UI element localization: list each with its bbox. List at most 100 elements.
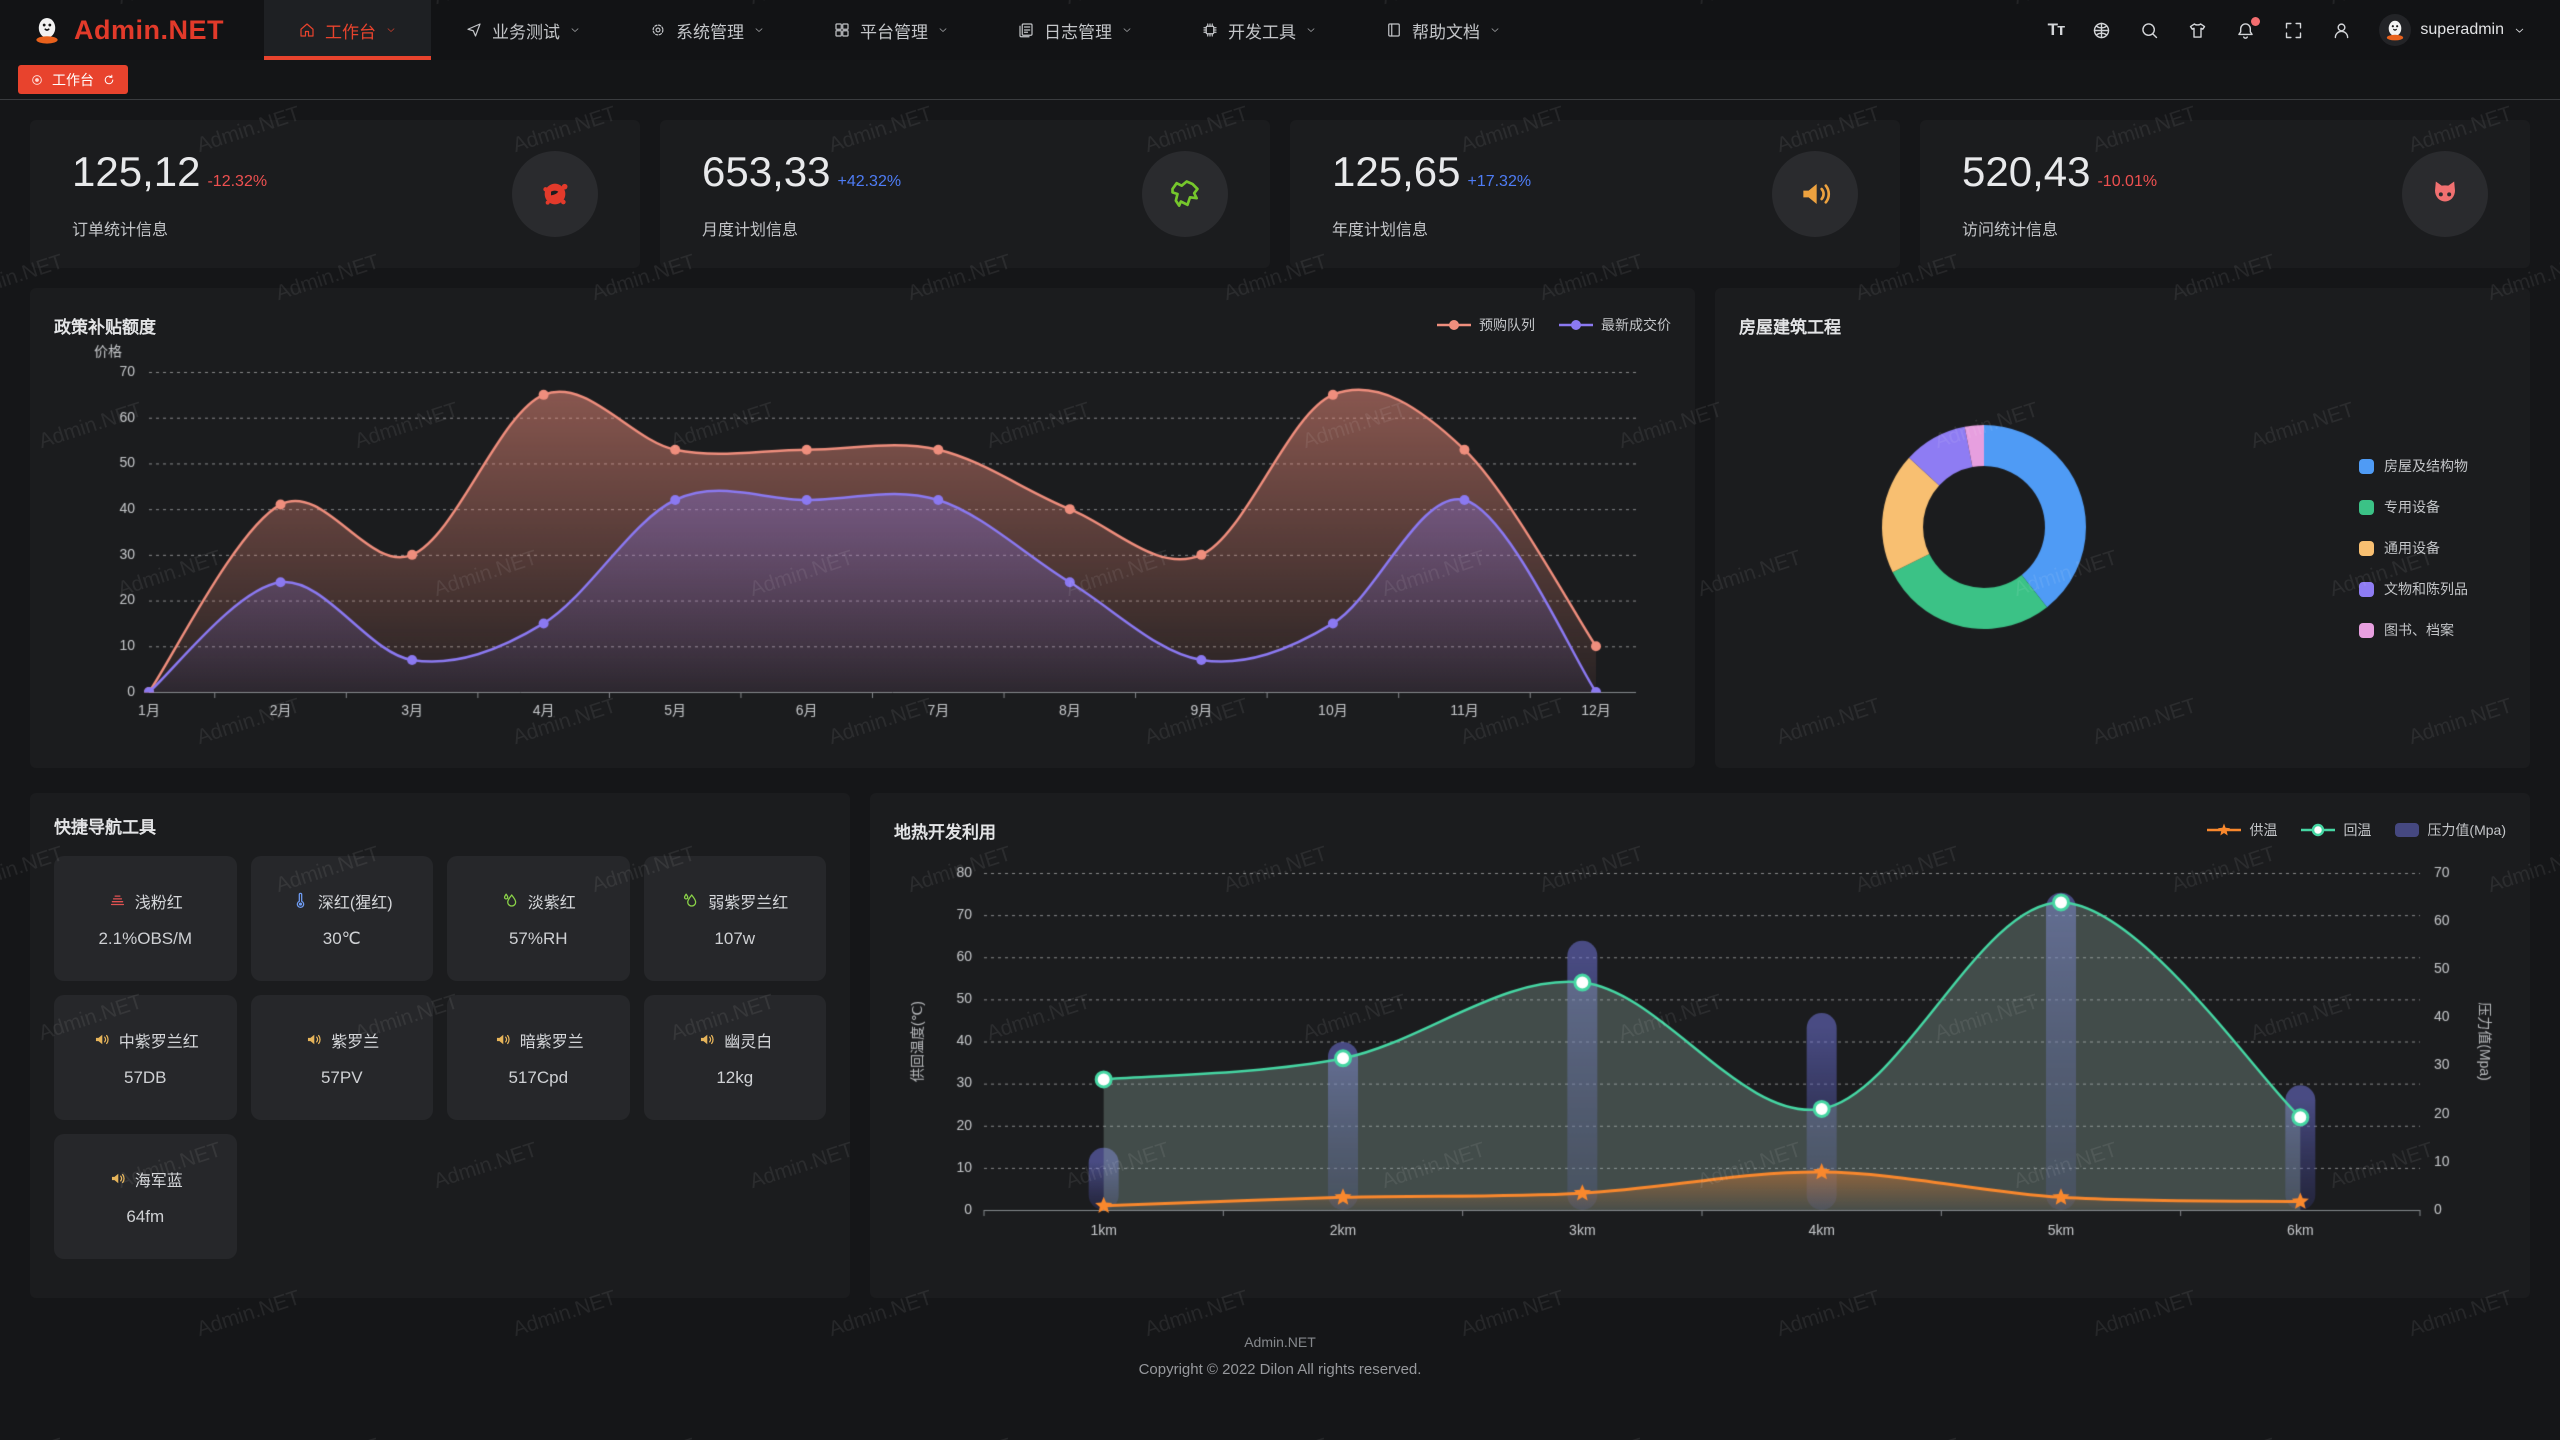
navbar: Admin.NET 工作台 业务测试 系统管理 平台管理 日志管理 开发工具 帮助文档 Tт… (0, 0, 2560, 60)
legend-item-0[interactable]: 供温 (2207, 820, 2277, 840)
logo-text: Admin.NET (74, 14, 224, 45)
theme-icon[interactable] (2187, 20, 2208, 41)
grid-icon (833, 21, 851, 39)
stat-label: 访问统计信息 (1962, 222, 2059, 239)
fullscreen-icon[interactable] (2283, 20, 2304, 41)
tab-label: 工作台 (52, 71, 94, 88)
person-icon[interactable] (2331, 20, 2352, 41)
stat-card-3: 520,43 -10.01% 访问统计信息 (1920, 120, 2530, 268)
geothermal-chart-legend: 供温 回温 压力值(Mpa) (2207, 820, 2506, 840)
gear-icon (649, 21, 667, 39)
nav-item-label: 帮助文档 (1412, 22, 1480, 42)
policy-subsidy-area-chart[interactable] (54, 342, 1671, 742)
dot-circle-icon (30, 73, 44, 87)
tab-bar: 工作台 (0, 60, 2560, 100)
quick-nav-card-7[interactable]: 幽灵白 12kg (643, 995, 826, 1120)
legend-item-0[interactable]: 预购队列 (1437, 315, 1535, 335)
pie-legend-item-0[interactable]: 房屋及结构物 (2359, 456, 2468, 476)
legend-item-2[interactable]: 压力值(Mpa) (2395, 820, 2506, 840)
legend-item-1[interactable]: 最新成交价 (1559, 315, 1671, 335)
panel-title: 快捷导航工具 (54, 818, 156, 837)
chevron-down-icon (937, 24, 949, 36)
stat-delta: -12.32% (207, 173, 268, 190)
quick-nav-card-5[interactable]: 紫罗兰 57PV (250, 995, 433, 1120)
quick-card-value: 107w (714, 928, 756, 948)
main-menu: 工作台 业务测试 系统管理 平台管理 日志管理 开发工具 帮助文档 (264, 0, 1535, 60)
nav-item-4[interactable]: 日志管理 (983, 0, 1167, 60)
horn-icon (1795, 174, 1835, 214)
nav-item-1[interactable]: 业务测试 (431, 0, 615, 60)
pie-legend-item-2[interactable]: 通用设备 (2359, 538, 2468, 558)
nav-item-label: 工作台 (325, 22, 376, 42)
tab-workbench[interactable]: 工作台 (18, 65, 128, 94)
bell-icon[interactable] (2235, 16, 2261, 41)
stat-value: 125,12 (72, 148, 201, 195)
quick-card-value: 2.1%OBS/M (98, 928, 193, 948)
building-pie-legend: 房屋及结构物专用设备通用设备文物和陈列品图书、档案 (2359, 456, 2468, 640)
legend-label: 最新成交价 (1601, 317, 1671, 333)
home-icon (298, 21, 316, 39)
haze-icon (108, 891, 127, 910)
nav-item-label: 平台管理 (860, 22, 928, 42)
building-donut-chart[interactable] (1739, 342, 2506, 742)
footer-app-name: Admin.NET (1244, 1334, 1316, 1350)
legend-label: 通用设备 (2384, 540, 2440, 556)
quick-card-value: 12kg (716, 1067, 754, 1087)
quick-card-name: 淡紫红 (527, 894, 576, 912)
nav-item-3[interactable]: 平台管理 (799, 0, 983, 60)
quick-nav-card-2[interactable]: 淡紫红 57%RH (447, 856, 630, 981)
panel-policy-subsidy-chart: 政策补贴额度 预购队列 最新成交价 (30, 288, 1695, 768)
legend-label: 房屋及结构物 (2384, 458, 2468, 474)
pie-legend-item-3[interactable]: 文物和陈列品 (2359, 579, 2468, 599)
font-size-icon[interactable]: Tт (2047, 20, 2066, 39)
nav-item-2[interactable]: 系统管理 (615, 0, 799, 60)
quick-card-value: 57%RH (508, 928, 568, 948)
cat-icon (2425, 174, 2465, 214)
quick-card-name: 暗紫罗兰 (519, 1033, 584, 1051)
legend-swatch-icon (2359, 581, 2374, 597)
quick-nav-card-6[interactable]: 暗紫罗兰 517Cpd (447, 995, 630, 1120)
nav-item-label: 系统管理 (676, 22, 744, 42)
stat-card-text: 520,43 -10.01% 访问统计信息 (1962, 148, 2157, 240)
quick-nav-card-3[interactable]: 弱紫罗兰红 107w (643, 856, 826, 981)
legend-swatch-icon (2359, 499, 2374, 515)
pie-legend-item-1[interactable]: 专用设备 (2359, 497, 2468, 517)
legend-item-1[interactable]: 回温 (2301, 820, 2371, 840)
nav-item-6[interactable]: 帮助文档 (1351, 0, 1535, 60)
stat-delta: -10.01% (2097, 173, 2158, 190)
panel-title: 地热开发利用 (894, 822, 996, 842)
app-logo[interactable]: Admin.NET (0, 0, 264, 60)
search-icon[interactable] (2139, 20, 2160, 41)
geothermal-combo-chart[interactable] (894, 847, 2506, 1272)
stat-label: 订单统计信息 (72, 222, 169, 239)
nav-item-5[interactable]: 开发工具 (1167, 0, 1351, 60)
pie-legend-item-4[interactable]: 图书、档案 (2359, 620, 2468, 640)
dashboard-content: 125,12 -12.32% 订单统计信息 653,33 +42.32% 月度计划信息 12… (0, 100, 2560, 1378)
book-icon (1385, 21, 1403, 39)
stat-label: 年度计划信息 (1332, 222, 1429, 239)
footer: Admin.NET Copyright © 2022 Dilon All rig… (30, 1334, 2530, 1378)
stat-card-0: 125,12 -12.32% 订单统计信息 (30, 120, 640, 268)
user-menu[interactable]: superadmin (2379, 14, 2526, 46)
quick-nav-card-1[interactable]: 深红(猩红) 30℃ (250, 856, 433, 981)
stat-card-2: 125,65 +17.32% 年度计划信息 (1290, 120, 1900, 268)
speaker-icon (697, 1030, 716, 1049)
quick-nav-card-8[interactable]: 海军蓝 64fm (54, 1134, 237, 1259)
refresh-icon[interactable] (102, 73, 116, 87)
panel-quick-nav: 快捷导航工具 浅粉红 2.1%OBS/M 深红(猩红) 30℃ 淡紫红 57%RH 弱紫罗兰… (30, 793, 850, 1298)
navbar-right: Tт superadmin (2048, 0, 2560, 60)
legend-swatch-icon (2359, 458, 2374, 474)
quick-nav-card-4[interactable]: 中紫罗兰红 57DB (54, 995, 237, 1120)
chevron-down-icon (1489, 24, 1501, 36)
legend-label: 文物和陈列品 (2384, 581, 2468, 597)
quick-nav-card-0[interactable]: 浅粉红 2.1%OBS/M (54, 856, 237, 981)
quick-card-value: 30℃ (322, 928, 361, 948)
chip-icon (1201, 21, 1219, 39)
stat-icon-circle (512, 151, 598, 237)
panel-title: 政策补贴额度 (54, 317, 156, 337)
nav-item-0[interactable]: 工作台 (264, 0, 431, 60)
stat-card-text: 125,12 -12.32% 订单统计信息 (72, 148, 267, 240)
panel-building-pie: 房屋建筑工程 房屋及结构物 专用设备 通用设备 文物和陈列品 图书、档案 (1715, 288, 2530, 768)
chevron-down-icon (569, 24, 581, 36)
language-icon[interactable] (2091, 20, 2112, 41)
